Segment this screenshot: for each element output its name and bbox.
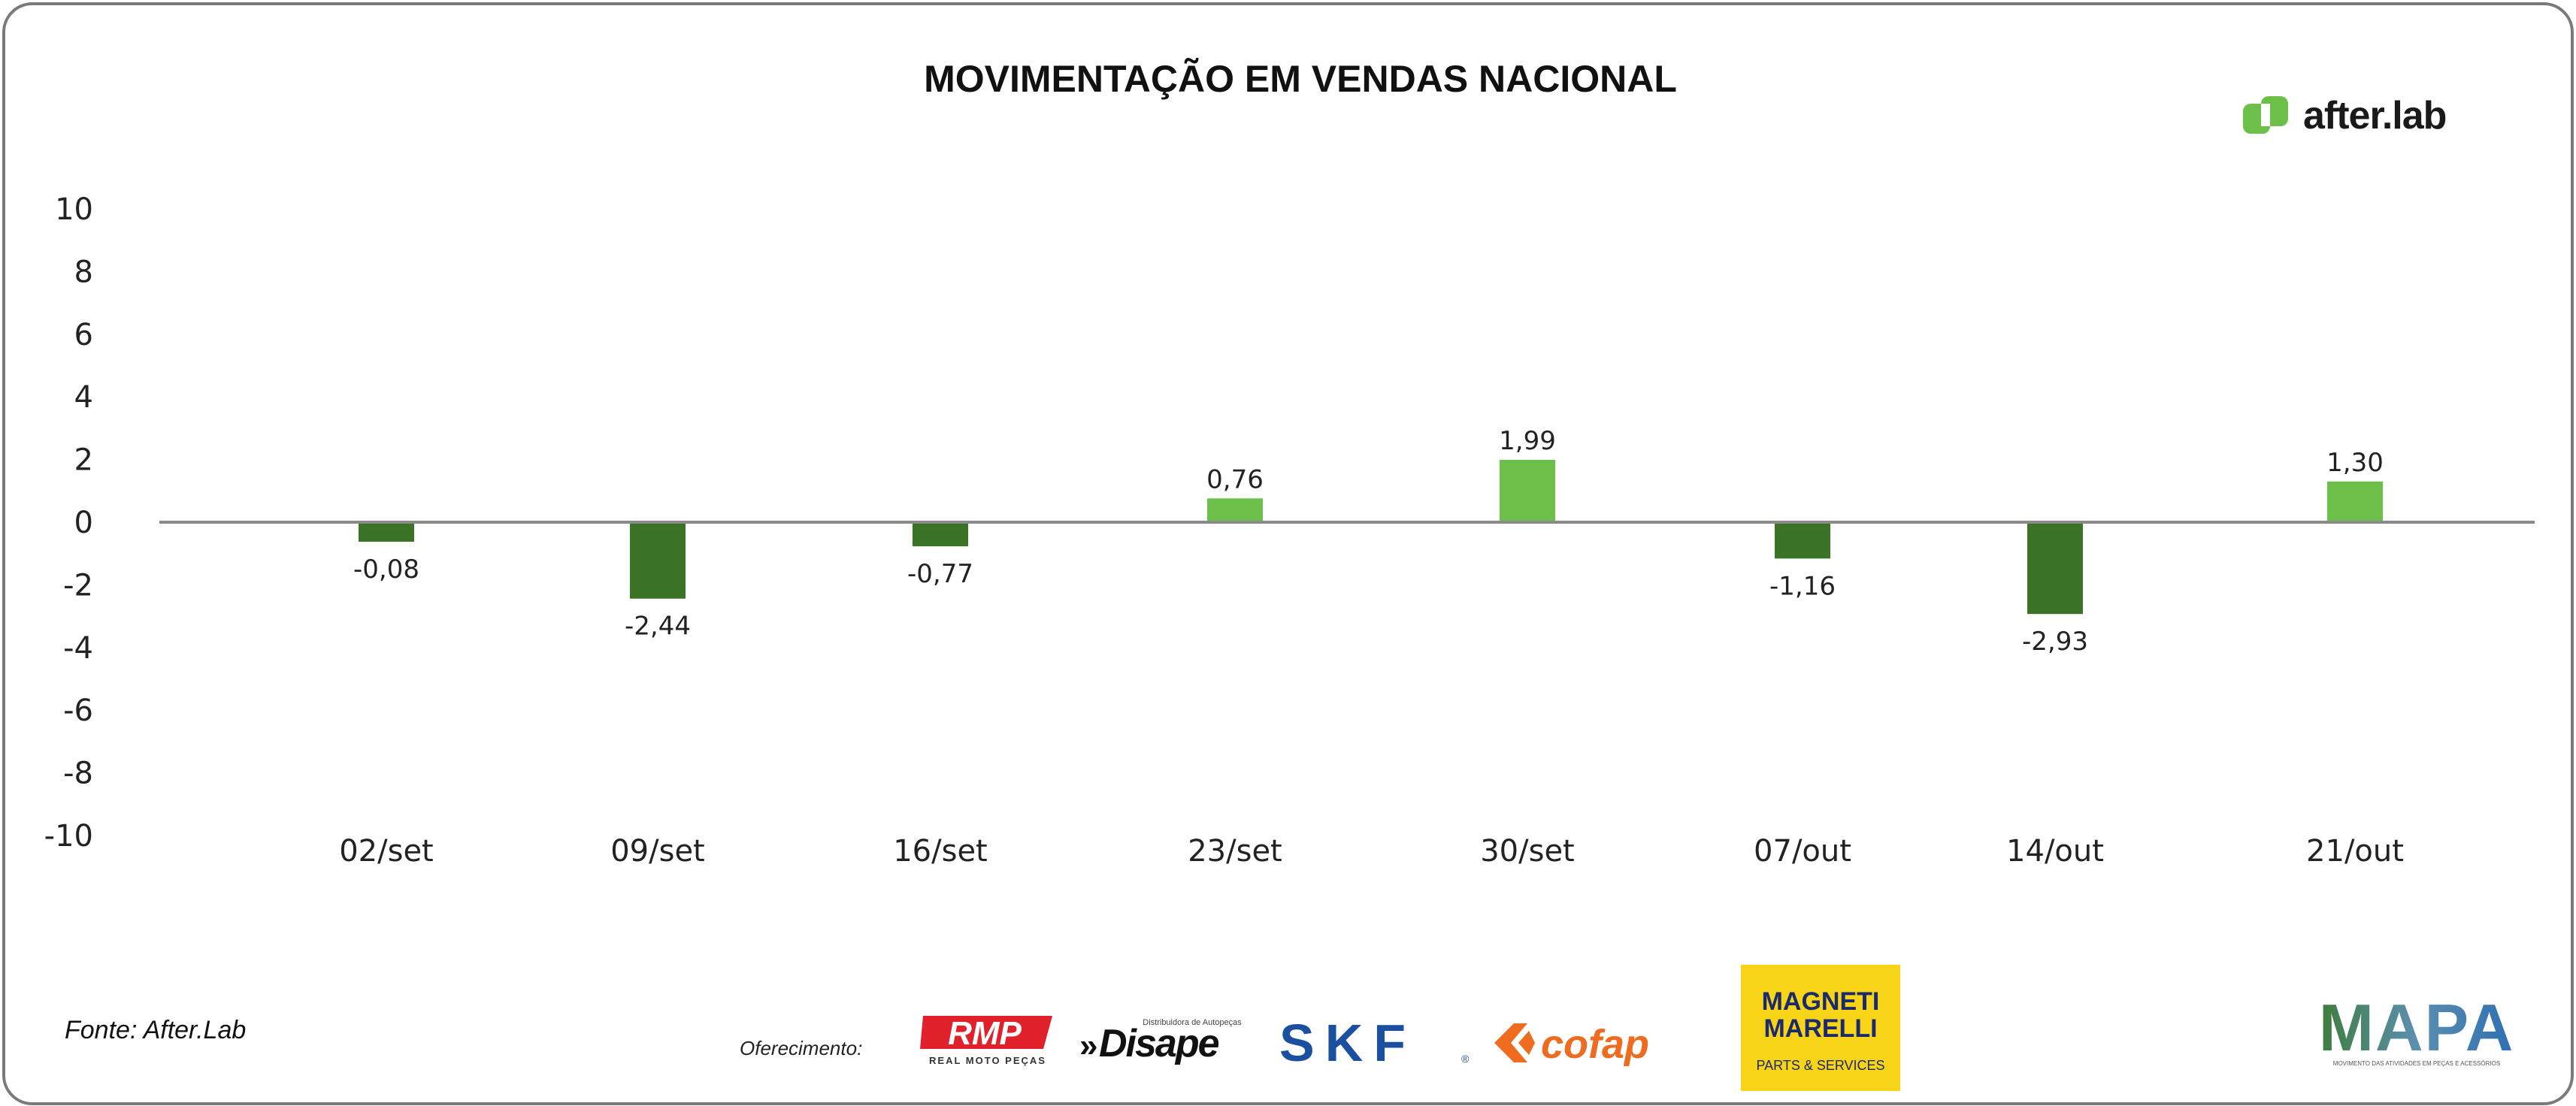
skf-logo: SKF ® <box>1279 1013 1475 1070</box>
bar <box>1500 460 1555 522</box>
x-category-label: 23/set <box>1188 834 1282 869</box>
y-tick-label: -2 <box>63 568 93 603</box>
bar-chart: 10 8 6 4 2 0 -2 -4 -6 -8 -10 -0,08 -2,44 -0,77 0,76 1,9… <box>44 192 2535 869</box>
disape-logo-name: Disape <box>1099 1022 1219 1065</box>
source-note: Fonte: After.Lab <box>65 1016 247 1044</box>
x-category-label: 02/set <box>339 834 434 869</box>
rmp-logo-subtitle: REAL MOTO PEÇAS <box>929 1055 1046 1066</box>
x-category-label: 09/set <box>610 834 705 869</box>
y-tick-label: -6 <box>63 694 93 728</box>
magneti-marelli-subtitle: PARTS & SERVICES <box>1756 1058 1884 1073</box>
data-label: 1,99 <box>1499 426 1556 456</box>
magneti-marelli-logo: MAGNETI MARELLI PARTS & SERVICES <box>1741 965 1900 1091</box>
y-tick-label: 10 <box>55 192 93 227</box>
x-category-label: 30/set <box>1480 834 1575 869</box>
bar <box>913 522 968 547</box>
x-category-label: 16/set <box>893 834 988 869</box>
data-label: -0,77 <box>907 559 973 589</box>
svg-text:MAGNETI: MAGNETI <box>1762 987 1880 1016</box>
bar <box>359 522 414 542</box>
mapa-logo-subtitle: MOVIMENTO DAS ATIVIDADES EM PEÇAS E ACES… <box>2333 1060 2500 1067</box>
y-tick-label: 4 <box>74 380 93 415</box>
bar <box>1775 522 1830 559</box>
rmp-logo-name: RMP <box>948 1015 1022 1052</box>
y-tick-label: 6 <box>74 318 93 352</box>
bar <box>2027 522 2083 615</box>
y-tick-label: -8 <box>63 757 93 791</box>
bar <box>1207 498 1263 522</box>
y-tick-label: 2 <box>74 443 93 478</box>
x-category-label: 14/out <box>2006 834 2104 869</box>
bar <box>630 522 686 599</box>
bar <box>2327 481 2383 522</box>
disape-logo: Distribuidora de Autopeças » Disape <box>1079 1010 1260 1067</box>
x-category-label: 21/out <box>2306 834 2404 869</box>
skf-logo-name: SKF <box>1279 1014 1416 1070</box>
x-category-label: 07/out <box>1754 834 1851 869</box>
cofap-logo-name: cofap <box>1541 1022 1649 1067</box>
after-lab-brand: after.lab <box>2240 93 2447 138</box>
disape-logo-subtitle: Distribuidora de Autopeças <box>1143 1018 1242 1027</box>
data-label: -2,44 <box>625 612 691 642</box>
data-label: 0,76 <box>1206 464 1264 494</box>
data-label: -1,16 <box>1769 571 1836 601</box>
chart-title: MOVIMENTAÇÃO EM VENDAS NACIONAL <box>924 58 1677 100</box>
data-label: -0,08 <box>353 555 419 585</box>
data-label: -2,93 <box>2022 627 2088 657</box>
svg-text:®: ® <box>1461 1053 1470 1065</box>
y-tick-label: 8 <box>74 255 93 289</box>
y-tick-label: -4 <box>63 631 93 666</box>
after-lab-logo-icon <box>2240 93 2294 138</box>
rmp-logo: RMP REAL MOTO PEÇAS <box>920 1010 1055 1067</box>
sponsor-label: Oferecimento: <box>740 1037 863 1059</box>
mapa-logo-name: MAPA <box>2319 996 2515 1065</box>
svg-text:»: » <box>1079 1027 1097 1064</box>
after-lab-brand-name: after.lab <box>2303 94 2447 137</box>
mapa-logo: MAPA MOVIMENTO DAS ATIVIDADES EM PEÇAS E… <box>2315 996 2518 1071</box>
svg-text:MARELLI: MARELLI <box>1763 1014 1877 1043</box>
data-label: 1,30 <box>2326 448 2384 478</box>
cofap-logo: cofap <box>1488 1014 1714 1071</box>
y-tick-label: -10 <box>44 819 93 854</box>
y-tick-label: 0 <box>74 506 93 540</box>
